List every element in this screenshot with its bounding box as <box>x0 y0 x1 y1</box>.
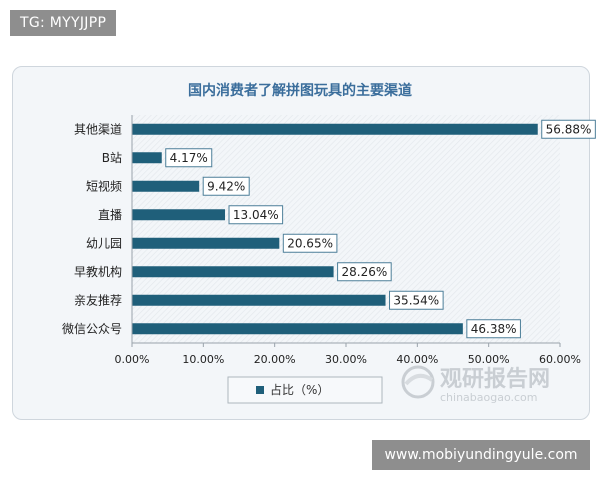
category-label: 微信公众号 <box>62 322 122 336</box>
chinabaogao-logo-watermark: 观研报告网 chinabaogao.com <box>401 365 550 404</box>
bar <box>132 237 280 249</box>
watermark-top-badge: TG: MYYJJPP <box>10 10 117 36</box>
chart-title: 国内消费者了解拼图玩具的主要渠道 <box>188 82 412 99</box>
x-tick-label: 0.00% <box>115 353 150 366</box>
category-label: 早教机构 <box>74 264 122 279</box>
x-tick-label: 30.00% <box>325 353 367 366</box>
x-tick-label: 20.00% <box>254 353 296 366</box>
data-label: 4.17% <box>170 151 208 165</box>
data-label: 56.88% <box>546 122 592 136</box>
x-tick-label: 60.00% <box>539 353 581 366</box>
bar <box>132 180 200 192</box>
x-tick-label: 50.00% <box>468 353 510 366</box>
data-label-box <box>389 290 444 310</box>
category-label: B站 <box>102 151 122 165</box>
data-label: 46.38% <box>471 322 517 336</box>
data-label: 35.54% <box>393 293 439 307</box>
data-label-box <box>282 233 338 253</box>
category-label: 亲友推荐 <box>74 293 122 307</box>
watermark-bottom-badge: www.mobiyundingyule.com <box>372 440 590 470</box>
bar <box>132 266 334 278</box>
category-label: 其他渠道 <box>74 122 122 136</box>
bar <box>132 294 386 306</box>
legend-swatch <box>256 386 264 394</box>
category-label: 短视频 <box>86 178 122 193</box>
data-label: 28.26% <box>342 265 388 279</box>
svg-text:观研报告网: 观研报告网 <box>440 367 550 392</box>
svg-text:chinabaogao.com: chinabaogao.com <box>440 391 538 404</box>
data-label-box <box>228 205 284 225</box>
category-label: 幼儿园 <box>86 236 122 250</box>
x-tick-label: 10.00% <box>182 353 224 366</box>
data-label-box <box>541 119 596 139</box>
data-label: 9.42% <box>207 179 245 193</box>
data-label: 13.04% <box>233 208 279 222</box>
category-label: 直播 <box>98 208 122 222</box>
legend-box <box>227 376 383 404</box>
data-label: 20.65% <box>287 236 333 250</box>
legend-label: 占比（%） <box>270 382 329 397</box>
x-tick-label: 40.00% <box>396 353 438 366</box>
data-label-box <box>337 262 392 282</box>
data-label-box <box>466 319 521 339</box>
data-label-box <box>165 148 213 168</box>
data-label-box <box>202 176 250 196</box>
legend: 占比（%） <box>227 376 383 404</box>
bar <box>132 123 538 135</box>
bar <box>132 323 463 335</box>
bar <box>132 209 226 221</box>
bar <box>132 152 162 164</box>
